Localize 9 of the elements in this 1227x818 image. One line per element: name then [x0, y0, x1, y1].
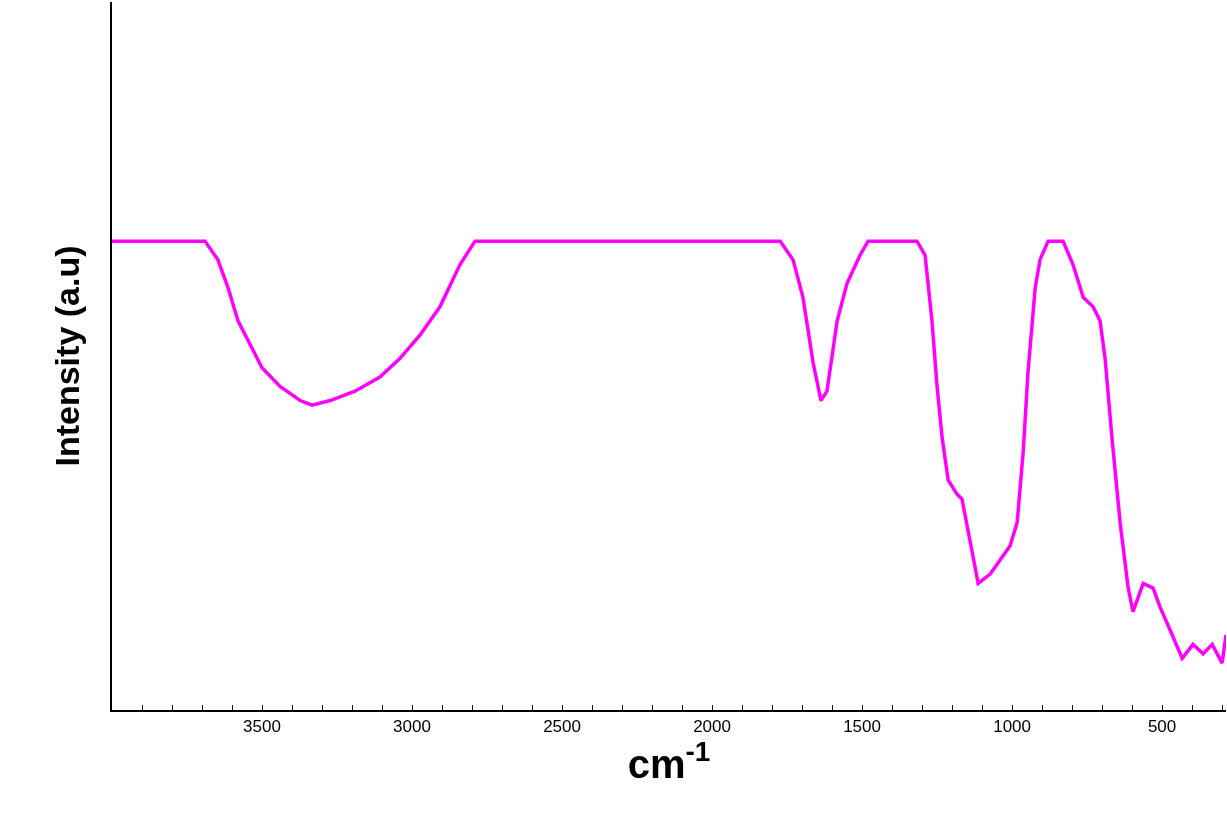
x-tick-label: 2000: [693, 717, 731, 737]
x-tick-label: 3000: [393, 717, 431, 737]
x-tick-label: 1500: [843, 717, 881, 737]
x-tick-label: 500: [1147, 717, 1177, 737]
y-axis-title: Intensity (a.u): [48, 245, 87, 467]
x-tick-label: 3500: [243, 717, 281, 737]
x-axis-title: cm$^{-1}$: [627, 736, 711, 787]
x-tick-label: 2500: [543, 717, 581, 737]
x-tick-label: 1000: [993, 717, 1031, 737]
